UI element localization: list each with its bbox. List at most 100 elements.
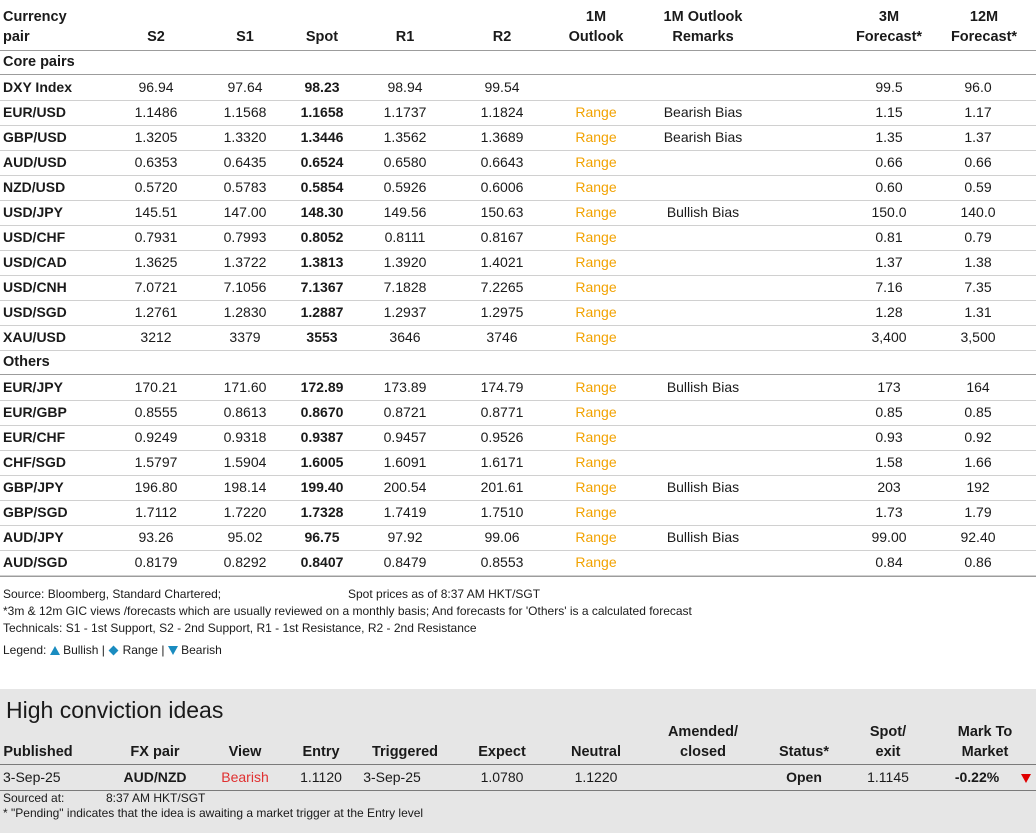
cell-f12: 140.0 xyxy=(960,204,996,220)
cell-r1: 1.2937 xyxy=(383,304,427,320)
cell-f3: 3,400 xyxy=(871,329,907,345)
cell-spot: 0.5854 xyxy=(300,179,344,195)
row-divider xyxy=(0,525,1036,526)
cell-r2: 0.9526 xyxy=(480,429,524,445)
cell-s1: 0.8613 xyxy=(223,404,267,420)
hci-header-amended-line1: Amended/ xyxy=(667,724,739,740)
cell-r1: 7.1828 xyxy=(383,279,427,295)
cell-r1: 0.6580 xyxy=(383,154,427,170)
cell-f12: 1.38 xyxy=(964,254,992,270)
cell-s2: 1.3625 xyxy=(134,254,178,270)
cell-spot: 1.6005 xyxy=(300,454,344,470)
cell-outlook: Range xyxy=(575,154,617,170)
table-row: EUR/GBP 0.8555 0.8613 0.8670 0.8721 0.8771 Ran… xyxy=(0,400,1036,425)
hci-header-amended-line2: closed xyxy=(680,744,726,760)
cell-r1: 149.56 xyxy=(383,204,427,220)
cell-r2: 0.8553 xyxy=(480,554,524,570)
cell-outlook: Range xyxy=(575,104,617,120)
section-title-core: Core pairs xyxy=(3,54,75,70)
hci-title: High conviction ideas xyxy=(6,697,224,723)
pair-name: EUR/GBP xyxy=(3,404,67,420)
cell-r2: 7.2265 xyxy=(480,279,524,295)
table-row: DXY Index 96.94 97.64 98.23 98.94 99.54 99.5 96… xyxy=(0,75,1036,100)
table-bottom-line xyxy=(0,576,1036,577)
spot-time-note: Spot prices as of 8:37 AM HKT/SGT xyxy=(348,587,541,601)
hci-published: 3-Sep-25 xyxy=(3,769,61,785)
cell-r2: 3746 xyxy=(486,329,518,345)
cell-r1: 97.92 xyxy=(387,529,423,545)
cell-f12: 1.79 xyxy=(964,504,992,520)
cell-r2: 1.2975 xyxy=(480,304,524,320)
header-outlook-line2: Outlook xyxy=(568,29,624,45)
cell-s1: 0.7993 xyxy=(223,229,267,245)
pair-name: USD/JPY xyxy=(3,204,63,220)
cell-outlook: Range xyxy=(575,379,617,395)
cell-outlook: Range xyxy=(575,504,617,520)
cell-outlook: Range xyxy=(575,329,617,345)
cell-f3: 1.37 xyxy=(875,254,903,270)
header-12m-line2: Forecast* xyxy=(950,29,1018,45)
cell-r1: 0.5926 xyxy=(383,179,427,195)
cell-spot: 0.6524 xyxy=(300,154,344,170)
cell-s2: 3212 xyxy=(140,329,172,345)
row-divider xyxy=(0,200,1036,201)
table-row: USD/CHF 0.7931 0.7993 0.8052 0.8111 0.8167 Ran… xyxy=(0,225,1036,250)
cell-f3: 1.15 xyxy=(875,104,903,120)
row-divider xyxy=(0,575,1036,576)
cell-outlook: Range xyxy=(575,229,617,245)
cell-f12: 92.40 xyxy=(960,529,996,545)
cell-s2: 7.0721 xyxy=(134,279,178,295)
cell-f3: 0.93 xyxy=(875,429,903,445)
header-12m-forecast: 12M Forecast* xyxy=(951,7,1017,47)
cell-remark: Bullish Bias xyxy=(666,529,740,545)
triangle-up-icon xyxy=(49,646,60,656)
cell-s1: 171.60 xyxy=(223,379,267,395)
cell-spot: 0.8052 xyxy=(300,229,344,245)
row-divider xyxy=(0,175,1036,176)
cell-f3: 7.16 xyxy=(875,279,903,295)
cell-s2: 145.51 xyxy=(134,204,178,220)
cell-f3: 1.28 xyxy=(875,304,903,320)
cell-f12: 164 xyxy=(966,379,990,395)
cell-r2: 0.8167 xyxy=(480,229,524,245)
cell-f3: 1.58 xyxy=(875,454,903,470)
row-divider xyxy=(0,150,1036,151)
pair-name: USD/SGD xyxy=(3,304,67,320)
pair-name: AUD/SGD xyxy=(3,554,68,570)
pair-name: AUD/JPY xyxy=(3,529,64,545)
hci-header-fx-pair: FX pair xyxy=(130,744,180,760)
cell-outlook: Range xyxy=(575,204,617,220)
cell-r1: 98.94 xyxy=(387,79,423,95)
header-outlook: 1M Outlook xyxy=(569,7,624,47)
pair-name: GBP/SGD xyxy=(3,504,68,520)
cell-s2: 0.8555 xyxy=(134,404,178,420)
table-row: USD/CAD 1.3625 1.3722 1.3813 1.3920 1.4021 Ran… xyxy=(0,250,1036,275)
cell-f12: 0.92 xyxy=(964,429,992,445)
section-divider-others xyxy=(0,374,1036,375)
header-spot: Spot xyxy=(305,29,339,45)
down-triangle-icon xyxy=(1021,774,1031,783)
pair-name: XAU/USD xyxy=(3,329,67,345)
hci-header-spot-exit: Spot/ exit xyxy=(870,722,906,762)
hci-entry: 1.1120 xyxy=(300,769,342,785)
row-divider xyxy=(0,325,1036,326)
hci-mtm: -0.22% xyxy=(954,769,1000,785)
cell-spot: 148.30 xyxy=(300,204,344,220)
table-row: GBP/JPY 196.80 198.14 199.40 200.54 201.61 Ran… xyxy=(0,475,1036,500)
cell-r1: 1.6091 xyxy=(383,454,427,470)
hci-header-triggered: Triggered xyxy=(371,744,439,760)
hci-expect: 1.0780 xyxy=(480,769,524,785)
cell-f3: 0.85 xyxy=(875,404,903,420)
cell-remark: Bearish Bias xyxy=(663,129,743,145)
row-divider xyxy=(0,350,1036,351)
cell-s1: 1.5904 xyxy=(223,454,267,470)
hci-header-spot-line1: Spot/ xyxy=(869,724,907,740)
cell-f12: 1.37 xyxy=(964,129,992,145)
cell-spot: 0.8670 xyxy=(300,404,344,420)
cell-r1: 0.9457 xyxy=(383,429,427,445)
hci-header-mtm-line2: Market xyxy=(961,744,1009,760)
row-divider xyxy=(0,400,1036,401)
header-3m-line2: Forecast* xyxy=(855,29,923,45)
row-divider xyxy=(0,475,1036,476)
cell-f12: 0.66 xyxy=(964,154,992,170)
